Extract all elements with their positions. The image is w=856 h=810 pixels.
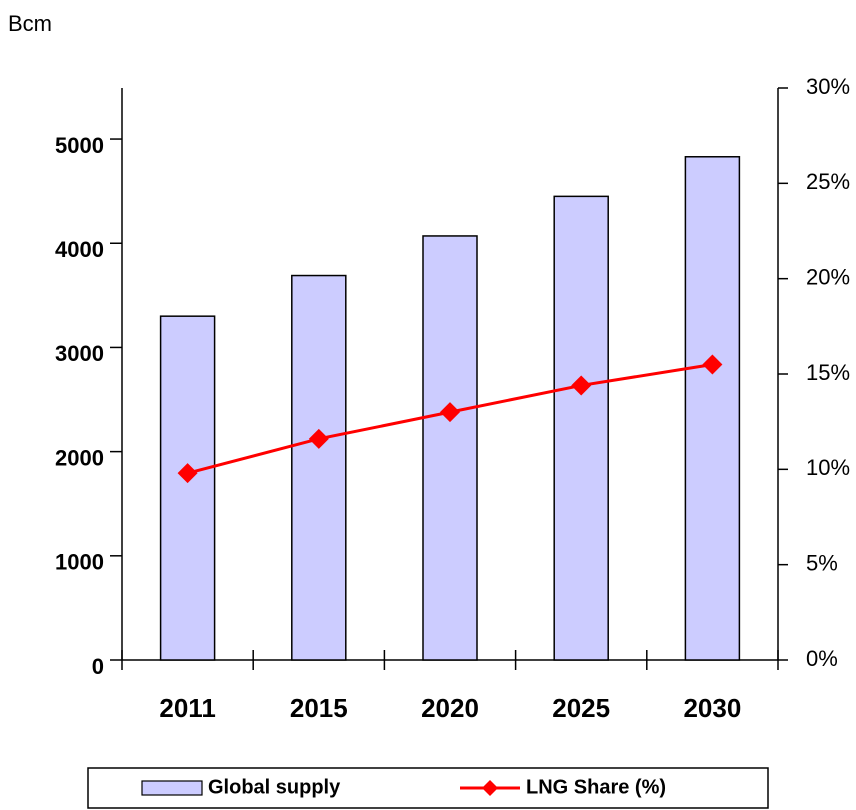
bar [553,195,609,661]
x-tick-label: 2020 [421,693,479,723]
marker [308,428,329,449]
marker [702,354,723,375]
y2-tick-label: 20% [806,264,850,289]
legend-swatch [141,780,203,796]
y-tick-label: 1000 [55,550,104,575]
y-tick-label: 0 [92,654,104,679]
y2-tick-label: 30% [806,74,850,99]
y2-tick-label: 25% [806,169,850,194]
y-axis-label: Bcm [8,11,52,36]
marker [177,463,198,484]
y2-tick-label: 15% [806,360,850,385]
y-tick-label: 3000 [55,341,104,366]
y-tick-label: 5000 [55,133,104,158]
bar [159,315,216,661]
bar [422,235,478,661]
bar [684,156,741,661]
marker [440,402,460,423]
x-tick-label: 2011 [159,693,215,723]
legend-marker [482,780,498,796]
y-tick-label: 2000 [55,445,104,470]
bar [291,274,347,661]
x-tick-label: 2025 [552,693,610,723]
y-tick-label: 4000 [55,237,104,262]
y2-tick-label: 0% [806,646,838,671]
marker [571,375,592,396]
y2-tick-label: 10% [806,455,850,480]
legend-label: LNG Share (%) [526,776,666,798]
legend-label: Global supply [208,776,341,798]
x-tick-label: 2030 [683,693,741,723]
y2-tick-label: 5% [806,550,838,575]
x-tick-label: 2015 [290,693,348,723]
